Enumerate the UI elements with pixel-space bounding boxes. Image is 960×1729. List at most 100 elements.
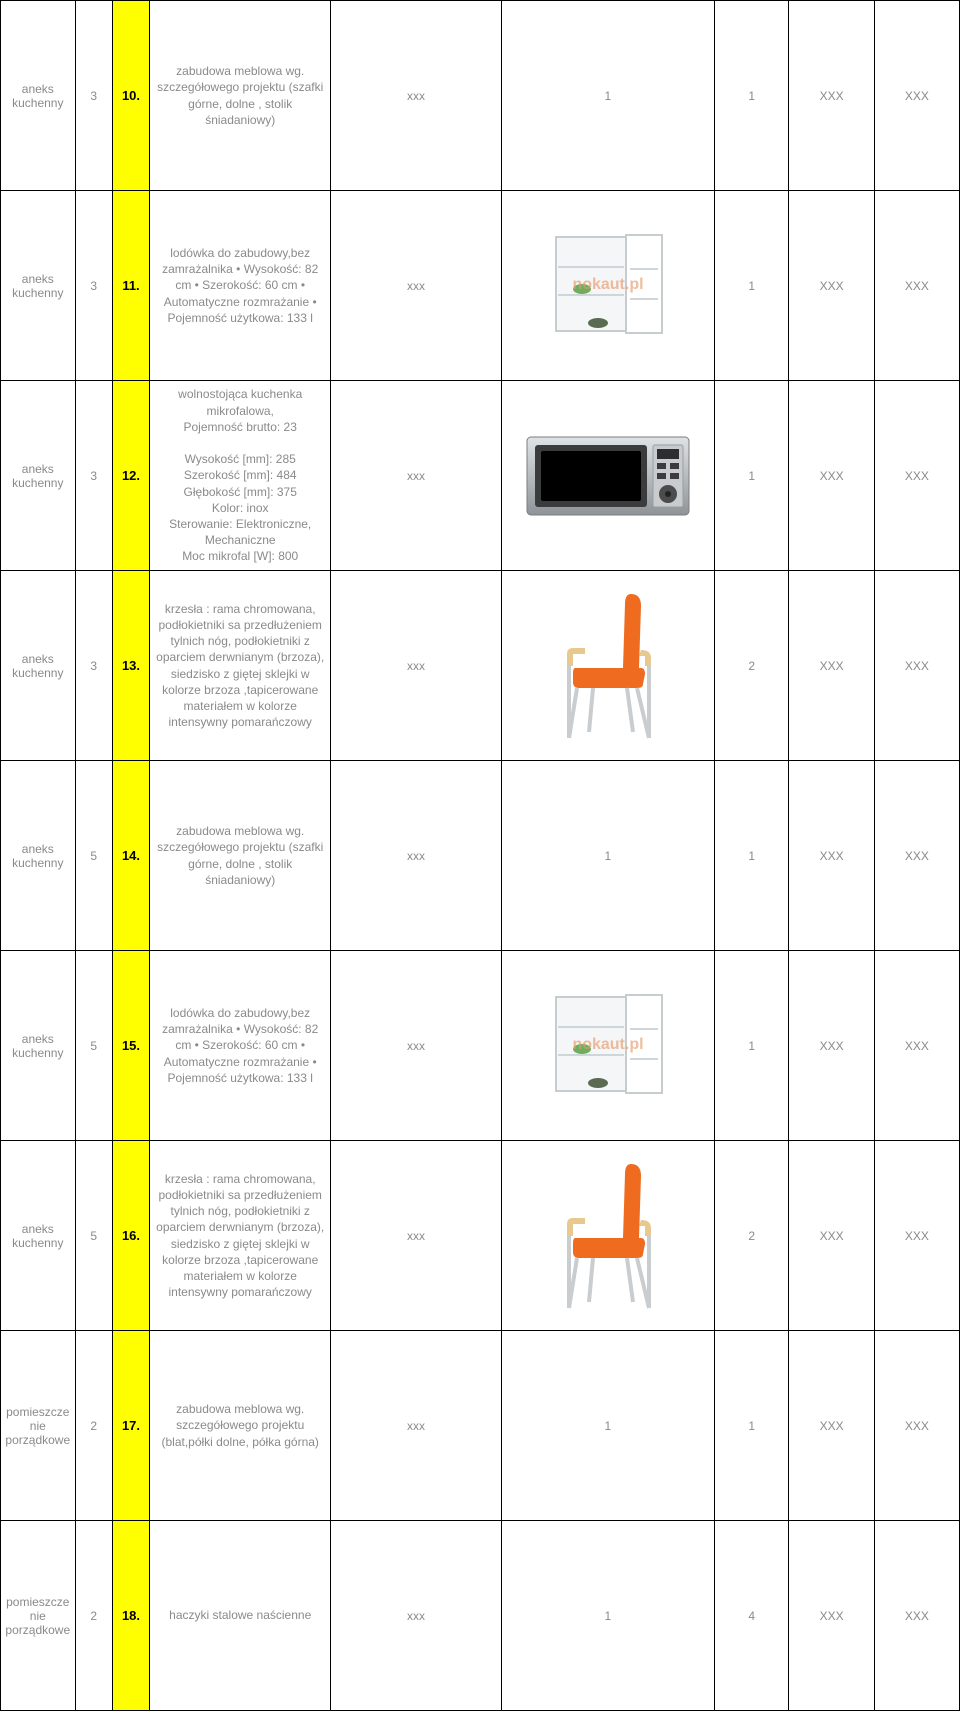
fridge-image: nokaut.pl xyxy=(538,989,678,1099)
cell-floor: 3 xyxy=(75,381,112,571)
cell-room: aneks kuchenny xyxy=(1,761,76,951)
cell-number: 18. xyxy=(112,1521,149,1711)
cell-image xyxy=(501,1141,714,1331)
table-row: aneks kuchenny516.krzesła : rama chromow… xyxy=(1,1141,960,1331)
cell-room: aneks kuchenny xyxy=(1,571,76,761)
chair-image xyxy=(533,584,683,744)
cell-room: aneks kuchenny xyxy=(1,951,76,1141)
cell-x2: XXX xyxy=(874,571,959,761)
cell-room: pomieszczenie porządkowe xyxy=(1,1331,76,1521)
cell-room: aneks kuchenny xyxy=(1,1,76,191)
table-row: aneks kuchenny312.wolnostojąca kuchenka … xyxy=(1,381,960,571)
cell-image: 1 xyxy=(501,1,714,191)
cell-description: lodówka do zabudowy,bez zamrażalnika • W… xyxy=(150,951,331,1141)
cell-quantity: 1 xyxy=(714,1,789,191)
cell-floor: 2 xyxy=(75,1331,112,1521)
cell-x1: XXX xyxy=(789,1521,874,1711)
microwave-image xyxy=(523,427,693,522)
cell-x2: XXX xyxy=(874,761,959,951)
image-placeholder-text: 1 xyxy=(604,89,611,103)
table-row: aneks kuchenny313.krzesła : rama chromow… xyxy=(1,571,960,761)
cell-image: nokaut.pl xyxy=(501,951,714,1141)
cell-quantity: 1 xyxy=(714,761,789,951)
cell-code: xxx xyxy=(331,1141,501,1331)
chair-image xyxy=(533,1154,683,1314)
cell-description: krzesła : rama chromowana, podłokietniki… xyxy=(150,1141,331,1331)
cell-x2: XXX xyxy=(874,1521,959,1711)
cell-room: aneks kuchenny xyxy=(1,381,76,571)
table-row: aneks kuchenny310.zabudowa meblowa wg. s… xyxy=(1,1,960,191)
cell-floor: 2 xyxy=(75,1521,112,1711)
cell-quantity: 2 xyxy=(714,571,789,761)
table-row: aneks kuchenny311.lodówka do zabudowy,be… xyxy=(1,191,960,381)
cell-code: xxx xyxy=(331,1331,501,1521)
cell-number: 13. xyxy=(112,571,149,761)
cell-code: xxx xyxy=(331,1,501,191)
cell-code: xxx xyxy=(331,761,501,951)
cell-x1: XXX xyxy=(789,381,874,571)
cell-floor: 5 xyxy=(75,951,112,1141)
cell-quantity: 2 xyxy=(714,1141,789,1331)
cell-quantity: 1 xyxy=(714,191,789,381)
cell-number: 12. xyxy=(112,381,149,571)
cell-x2: XXX xyxy=(874,381,959,571)
svg-text:nokaut.pl: nokaut.pl xyxy=(572,276,643,293)
cell-x1: XXX xyxy=(789,1,874,191)
cell-x2: XXX xyxy=(874,1,959,191)
cell-number: 11. xyxy=(112,191,149,381)
cell-x2: XXX xyxy=(874,1331,959,1521)
image-placeholder-text: 1 xyxy=(604,849,611,863)
cell-floor: 5 xyxy=(75,1141,112,1331)
table-row: aneks kuchenny514.zabudowa meblowa wg. s… xyxy=(1,761,960,951)
fridge-image: nokaut.pl xyxy=(538,229,678,339)
cell-x1: XXX xyxy=(789,1331,874,1521)
cell-quantity: 1 xyxy=(714,1331,789,1521)
cell-description: wolnostojąca kuchenka mikrofalowa,Pojemn… xyxy=(150,381,331,571)
cell-x1: XXX xyxy=(789,951,874,1141)
cell-description: zabudowa meblowa wg. szczegółowego proje… xyxy=(150,1331,331,1521)
cell-x2: XXX xyxy=(874,191,959,381)
cell-quantity: 1 xyxy=(714,381,789,571)
cell-x2: XXX xyxy=(874,951,959,1141)
cell-number: 10. xyxy=(112,1,149,191)
cell-image: nokaut.pl xyxy=(501,191,714,381)
cell-image: 1 xyxy=(501,1331,714,1521)
svg-text:nokaut.pl: nokaut.pl xyxy=(572,1036,643,1053)
cell-quantity: 1 xyxy=(714,951,789,1141)
image-placeholder-text: 1 xyxy=(604,1419,611,1433)
cell-quantity: 4 xyxy=(714,1521,789,1711)
cell-number: 15. xyxy=(112,951,149,1141)
cell-description: lodówka do zabudowy,bez zamrażalnika • W… xyxy=(150,191,331,381)
cell-description: krzesła : rama chromowana, podłokietniki… xyxy=(150,571,331,761)
cell-floor: 3 xyxy=(75,571,112,761)
cell-code: xxx xyxy=(331,951,501,1141)
cell-code: xxx xyxy=(331,571,501,761)
cell-image: 1 xyxy=(501,1521,714,1711)
cell-x1: XXX xyxy=(789,761,874,951)
cell-code: xxx xyxy=(331,191,501,381)
table-row: aneks kuchenny515.lodówka do zabudowy,be… xyxy=(1,951,960,1141)
cell-description: zabudowa meblowa wg. szczegółowego proje… xyxy=(150,761,331,951)
cell-description: haczyki stalowe naścienne xyxy=(150,1521,331,1711)
cell-number: 16. xyxy=(112,1141,149,1331)
cell-number: 17. xyxy=(112,1331,149,1521)
cell-x2: XXX xyxy=(874,1141,959,1331)
cell-image xyxy=(501,571,714,761)
cell-code: xxx xyxy=(331,1521,501,1711)
cell-x1: XXX xyxy=(789,571,874,761)
table-row: pomieszczenie porządkowe218.haczyki stal… xyxy=(1,1521,960,1711)
cell-room: aneks kuchenny xyxy=(1,1141,76,1331)
cell-room: aneks kuchenny xyxy=(1,191,76,381)
equipment-table: aneks kuchenny310.zabudowa meblowa wg. s… xyxy=(0,0,960,1711)
cell-floor: 3 xyxy=(75,191,112,381)
cell-floor: 5 xyxy=(75,761,112,951)
cell-number: 14. xyxy=(112,761,149,951)
cell-image: 1 xyxy=(501,761,714,951)
cell-image xyxy=(501,381,714,571)
cell-x1: XXX xyxy=(789,1141,874,1331)
cell-code: xxx xyxy=(331,381,501,571)
image-placeholder-text: 1 xyxy=(604,1609,611,1623)
cell-x1: XXX xyxy=(789,191,874,381)
cell-room: pomieszczenie porządkowe xyxy=(1,1521,76,1711)
cell-description: zabudowa meblowa wg. szczegółowego proje… xyxy=(150,1,331,191)
